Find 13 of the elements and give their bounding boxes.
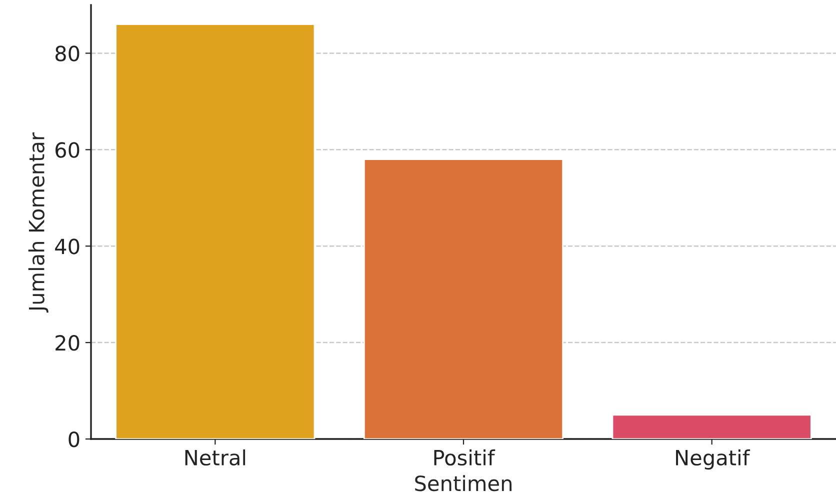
bar (115, 24, 316, 439)
bar (363, 158, 564, 439)
y-tick-label: 60 (56, 142, 80, 158)
y-tick-label: 40 (55, 238, 80, 254)
x-tick-label: Negatif (676, 449, 750, 470)
y-axis-title: Jumlah Komentar (28, 132, 48, 313)
bar (612, 414, 812, 439)
x-axis-title: Sentimen (415, 475, 512, 492)
y-tick-label: 0 (68, 431, 80, 448)
x-tick-label: Netral (185, 449, 246, 466)
y-tick-label: 80 (55, 46, 80, 62)
y-tick-label: 20 (56, 335, 80, 351)
x-tick-label: Positif (434, 449, 496, 466)
